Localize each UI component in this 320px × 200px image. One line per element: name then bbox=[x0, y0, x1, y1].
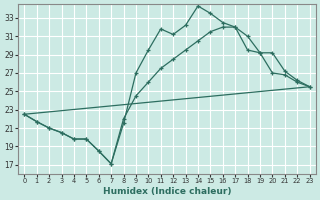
X-axis label: Humidex (Indice chaleur): Humidex (Indice chaleur) bbox=[103, 187, 231, 196]
